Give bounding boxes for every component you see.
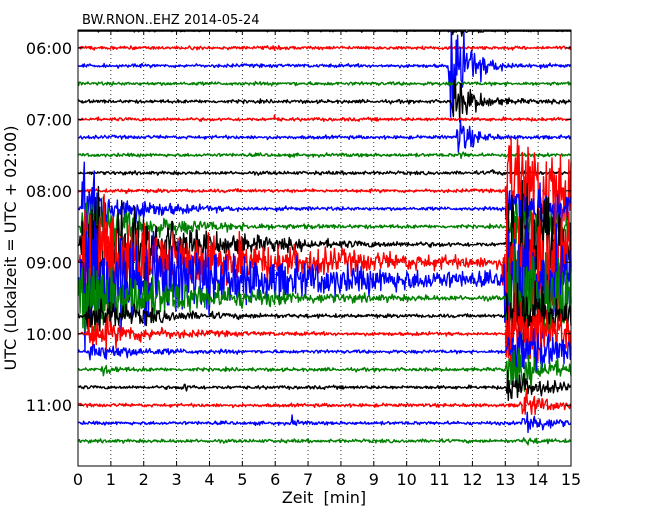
y-tick-label: 06:00 [26,39,72,58]
seismogram-trace-1100 [77,388,572,416]
seismogram-trace-0845 [77,180,572,313]
x-tick-label: 8 [336,470,346,489]
traces [77,30,572,446]
seismogram-trace-0715 [78,119,572,153]
x-tick-label: 11 [429,470,449,489]
x-tick-label: 0 [73,470,83,489]
x-tick-label: 1 [106,470,116,489]
seismogram-trace-0930 [77,245,572,342]
seismogram-trace-0745 [77,169,572,176]
y-axis: 06:00 07:00 08:00 09:00 10:00 11:00 [26,39,571,415]
seismogram-trace-0945 [77,280,572,353]
chart-title: BW.RNON..EHZ 2014-05-24 [82,13,260,28]
seismogram-trace-0700 [77,114,572,123]
x-tick-label: 6 [270,470,280,489]
seismogram-trace-1000 [77,282,572,372]
y-tick-label: 10:00 [26,325,72,344]
x-tick-label: 13 [495,470,515,489]
seismogram-trace-0545 [78,30,572,37]
x-tick-label: 5 [237,470,247,489]
x-axis-label: Zeit [min] [282,488,366,507]
y-tick-label: 11:00 [26,396,72,415]
seismogram-trace-0730 [77,151,572,160]
seismogram-trace-1045 [77,370,572,402]
x-tick-label: 12 [462,470,482,489]
seismogram-trace-1130 [77,437,572,446]
y-tick-label: 08:00 [26,182,72,201]
seismogram-trace-0815 [77,161,572,236]
seismogram-trace-0630 [77,80,572,87]
seismogram-trace-1030 [77,347,572,397]
y-tick-label: 07:00 [26,110,72,129]
y-axis-label: UTC (Lokalzeit = UTC + 02:00) [1,126,20,371]
x-tick-label: 2 [139,470,149,489]
x-tick-label: 15 [561,470,581,489]
seismogram-trace-0915 [77,217,572,362]
seismogram-trace-1115 [77,411,572,434]
x-tick-label: 4 [204,470,214,489]
x-tick-label: 7 [303,470,313,489]
x-tick-label: 10 [396,470,416,489]
x-tick-label: 3 [172,470,182,489]
x-tick-label: 14 [528,470,548,489]
seismogram-trace-1015 [77,327,572,381]
seismogram-trace-0615 [77,30,572,118]
seismogram-trace-0600 [77,45,572,51]
seismogram-trace-0830 [77,198,572,253]
plot-frame [77,29,572,467]
x-axis: 0 1 2 3 4 5 6 7 8 9 10 11 12 13 14 15 [73,30,581,489]
y-tick-label: 09:00 [26,253,72,272]
x-tick-label: 9 [369,470,379,489]
seismogram-trace-0645 [77,79,572,123]
seismogram-trace-0800 [77,137,572,229]
